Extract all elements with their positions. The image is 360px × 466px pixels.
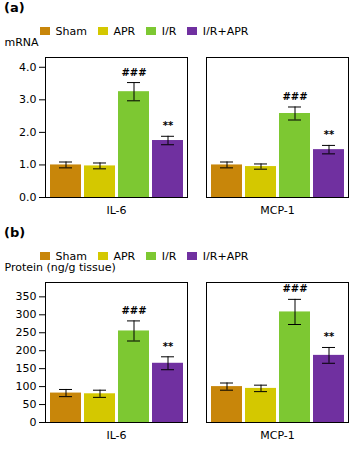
- svg-text:MCP-1: MCP-1: [260, 429, 295, 442]
- svg-text:MCP-1: MCP-1: [260, 204, 295, 217]
- svg-text:**: **: [163, 120, 174, 131]
- svg-text:IL-6: IL-6: [106, 429, 126, 442]
- svg-text:50: 50: [23, 398, 37, 411]
- svg-text:0: 0: [30, 416, 37, 429]
- svg-text:Protein (ng/g tissue): Protein (ng/g tissue): [5, 261, 116, 274]
- html-text:(b): (b): [4, 225, 26, 240]
- svg-text:250: 250: [16, 326, 37, 339]
- svg-text:300: 300: [16, 308, 37, 321]
- svg-text:150: 150: [16, 362, 37, 375]
- svg-text:mRNA: mRNA: [5, 36, 40, 49]
- svg-text:100: 100: [16, 380, 37, 393]
- svg-text:**: **: [163, 341, 174, 352]
- svg-text:350: 350: [16, 290, 37, 303]
- svg-text:3.0: 3.0: [19, 93, 37, 106]
- svg-text:###: ###: [121, 305, 146, 316]
- html-text:(a): (a): [4, 0, 25, 15]
- svg-text:**: **: [324, 331, 335, 342]
- svg-text:###: ###: [282, 91, 307, 102]
- svg-text:###: ###: [121, 67, 146, 78]
- svg-text:0.0: 0.0: [19, 191, 37, 204]
- svg-text:###: ###: [282, 283, 307, 294]
- svg-text:IL-6: IL-6: [106, 204, 126, 217]
- svg-text:1.0: 1.0: [19, 158, 37, 171]
- svg-text:200: 200: [16, 344, 37, 357]
- svg-text:4.0: 4.0: [19, 61, 37, 74]
- svg-text:2.0: 2.0: [19, 126, 37, 139]
- svg-text:**: **: [324, 129, 335, 140]
